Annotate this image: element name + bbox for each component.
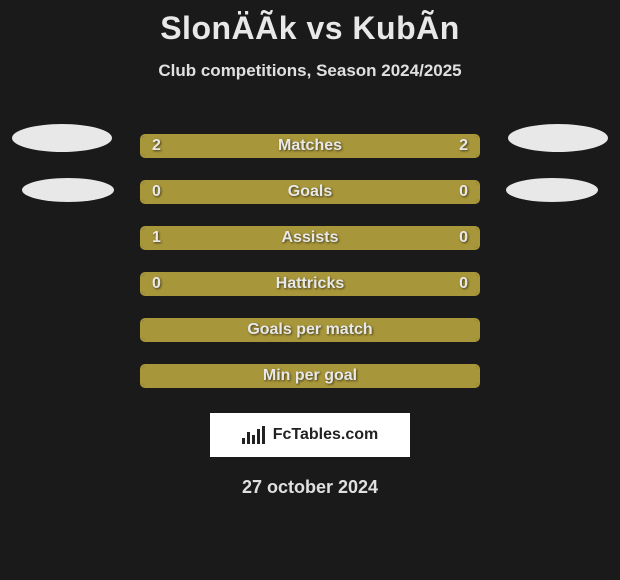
stat-bar-left-fill bbox=[142, 228, 404, 248]
stat-row: 0 0 Hattricks bbox=[0, 261, 620, 307]
stats-container: 2 2 Matches 0 0 Goals 1 0 Assists 0 0 Hattricks Goal… bbox=[0, 123, 620, 399]
stat-bar-left-fill bbox=[142, 182, 310, 202]
stat-label: Goals bbox=[288, 183, 332, 201]
stat-row: Goals per match bbox=[0, 307, 620, 353]
stat-label: Goals per match bbox=[247, 321, 372, 339]
stat-label: Assists bbox=[282, 229, 339, 247]
stat-bar-track: 0 0 Goals bbox=[140, 180, 480, 204]
stat-label: Matches bbox=[278, 137, 342, 155]
stat-value-right: 0 bbox=[459, 275, 468, 293]
stat-value-right: 2 bbox=[459, 137, 468, 155]
stat-row: 2 2 Matches bbox=[0, 123, 620, 169]
stat-value-left: 0 bbox=[152, 183, 161, 201]
stat-bar-track: Goals per match bbox=[140, 318, 480, 342]
stat-label: Min per goal bbox=[263, 367, 357, 385]
stat-row: Min per goal bbox=[0, 353, 620, 399]
stat-bar-track: Min per goal bbox=[140, 364, 480, 388]
page-subtitle: Club competitions, Season 2024/2025 bbox=[0, 61, 620, 81]
stat-bar-track: 0 0 Hattricks bbox=[140, 272, 480, 296]
stat-row: 1 0 Assists bbox=[0, 215, 620, 261]
stat-value-right: 0 bbox=[459, 229, 468, 247]
stat-label: Hattricks bbox=[276, 275, 344, 293]
stat-row: 0 0 Goals bbox=[0, 169, 620, 215]
stat-bar-track: 1 0 Assists bbox=[140, 226, 480, 250]
chart-bars-icon bbox=[242, 426, 267, 444]
stat-value-left: 1 bbox=[152, 229, 161, 247]
stat-bar-track: 2 2 Matches bbox=[140, 134, 480, 158]
footer-date: 27 october 2024 bbox=[0, 477, 620, 498]
stat-value-left: 0 bbox=[152, 275, 161, 293]
stat-value-left: 2 bbox=[152, 137, 161, 155]
brand-footer[interactable]: FcTables.com bbox=[210, 413, 410, 457]
stat-bar-right-fill bbox=[310, 182, 478, 202]
page-title: SlonÄÃk vs KubÃn bbox=[0, 0, 620, 47]
brand-text: FcTables.com bbox=[273, 426, 379, 444]
stat-value-right: 0 bbox=[459, 183, 468, 201]
